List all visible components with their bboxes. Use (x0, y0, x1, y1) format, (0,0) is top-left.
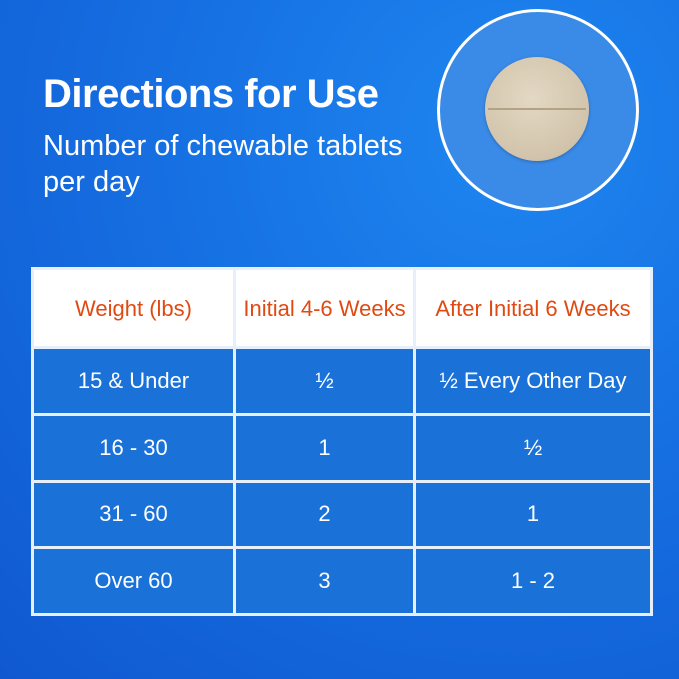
cell-initial: 2 (236, 482, 413, 547)
cell-after: 1 - 2 (416, 549, 650, 613)
cell-after: ½ Every Other Day (416, 349, 650, 413)
table-row: 16 - 30 1 ½ (34, 415, 650, 480)
table-header-row: Weight (lbs) Initial 4-6 Weeks After Ini… (34, 270, 650, 346)
table-row: 31 - 60 2 1 (34, 482, 650, 547)
header-initial: Initial 4-6 Weeks (236, 270, 413, 346)
cell-initial: ½ (236, 349, 413, 413)
chewable-tablet-icon (485, 57, 589, 161)
cell-weight: 15 & Under (34, 349, 233, 413)
cell-after: 1 (416, 482, 650, 547)
page-title: Directions for Use (43, 72, 379, 116)
cell-weight: 16 - 30 (34, 415, 233, 480)
cell-initial: 3 (236, 549, 413, 613)
table-row: 15 & Under ½ ½ Every Other Day (34, 349, 650, 413)
cell-weight: 31 - 60 (34, 482, 233, 547)
cell-weight: Over 60 (34, 549, 233, 613)
cell-after: ½ (416, 415, 650, 480)
header-after: After Initial 6 Weeks (416, 270, 650, 346)
page-subtitle: Number of chewable tablets per day (43, 130, 403, 198)
header-weight: Weight (lbs) (34, 270, 233, 346)
table-row: Over 60 3 1 - 2 (34, 549, 650, 613)
cell-initial: 1 (236, 415, 413, 480)
dosage-table: Weight (lbs) Initial 4-6 Weeks After Ini… (31, 267, 653, 616)
